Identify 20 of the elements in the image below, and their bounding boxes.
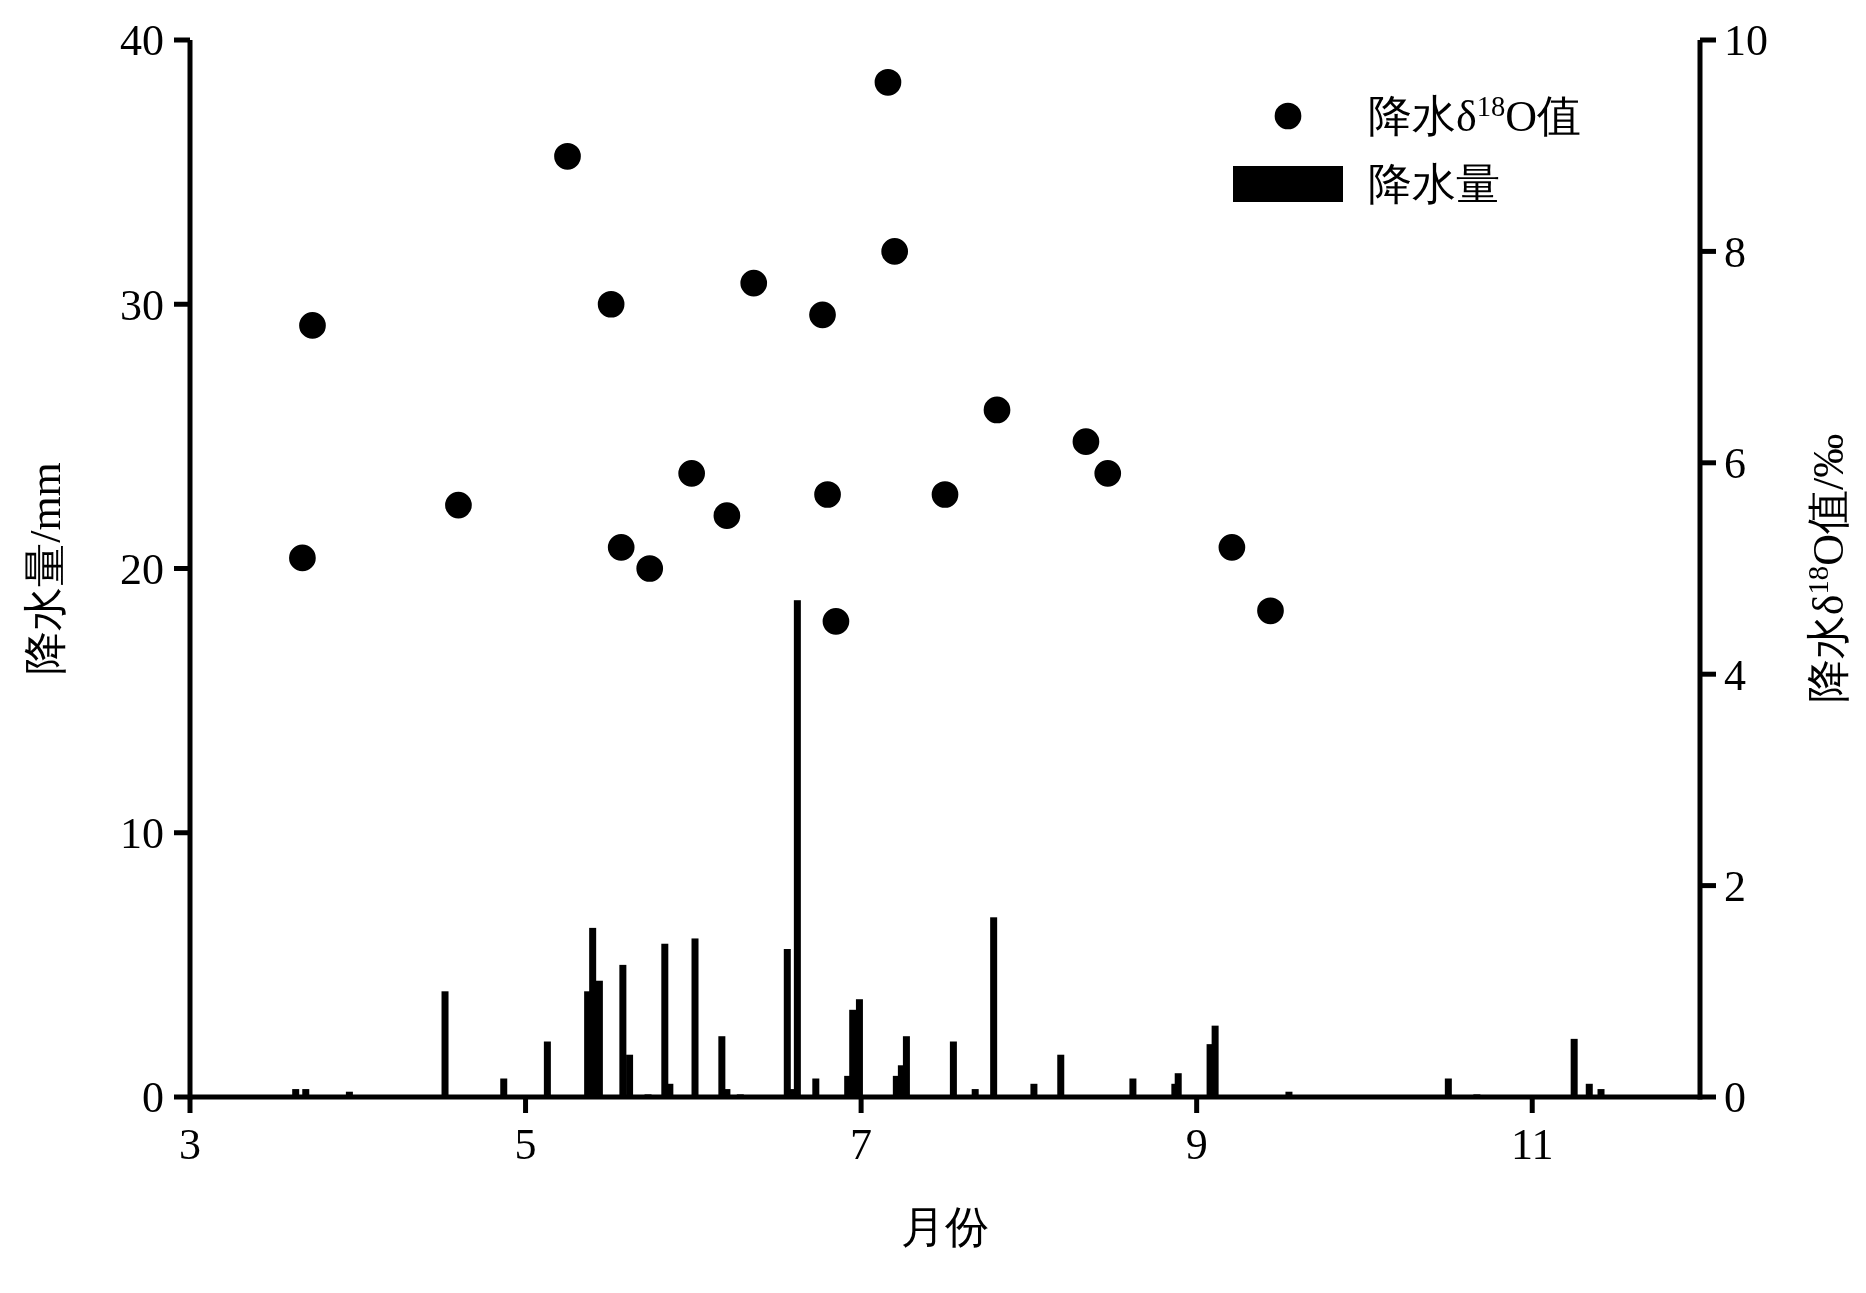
y2-tick-label: 6 (1724, 439, 1746, 489)
y-axis-title: 降水量/mm (21, 462, 70, 675)
y2-tick-label: 0 (1724, 1073, 1746, 1123)
x-tick-label: 9 (1185, 1120, 1208, 1169)
y2-tick-label: 2 (1724, 862, 1746, 911)
legend-label: 降水量 (1368, 160, 1500, 210)
y-tick-label: 10 (120, 809, 164, 859)
legend-label: 降水δ$^{18}$O值 (1368, 90, 1582, 142)
x-tick-label: 3 (179, 1120, 201, 1169)
x-axis-title: 月份 (901, 1203, 989, 1252)
y-tick-label: 0 (142, 1073, 164, 1123)
y-tick-label: 30 (120, 280, 164, 330)
y2-tick-label: 10 (1724, 16, 1768, 66)
x-tick-label: 5 (514, 1120, 537, 1169)
y2-tick-label: 4 (1724, 650, 1746, 700)
y2-tick-label: 8 (1724, 227, 1746, 277)
y-tick-label: 20 (120, 544, 164, 594)
y-tick-label: 40 (120, 16, 164, 66)
x-tick-label: 11 (1511, 1120, 1554, 1169)
x-tick-label: 7 (850, 1120, 873, 1169)
